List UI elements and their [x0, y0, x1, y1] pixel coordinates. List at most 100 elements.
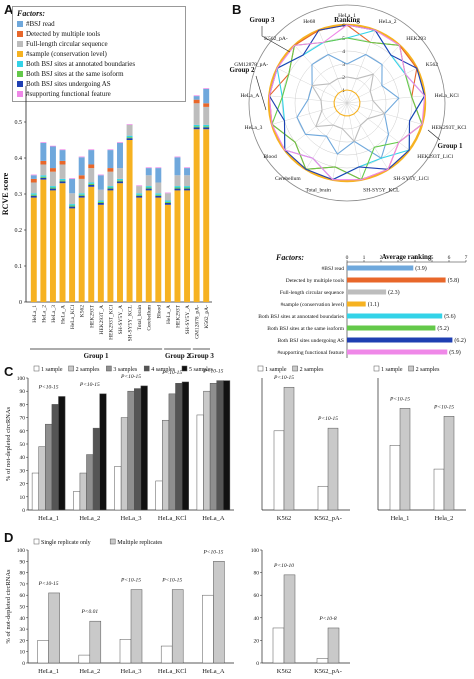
grouped-bar	[181, 381, 189, 511]
bar-segment	[78, 195, 85, 198]
factors-legend-a: Factors: #BSJ read Detected by multiple t…	[12, 6, 186, 102]
legend-c-right-label: 1 sample	[381, 367, 403, 373]
y-tick-label-grouped: 10	[20, 650, 26, 656]
bar-segment	[69, 205, 76, 207]
bar-segment	[97, 175, 104, 190]
bar-segment	[78, 175, 85, 179]
y-tick-label-a: 0.5	[15, 120, 23, 126]
bar-segment	[49, 188, 56, 191]
bar-segment	[164, 204, 171, 302]
bar-segment	[145, 167, 152, 169]
radar-series	[268, 24, 426, 181]
y-tick-label-grouped: 30	[20, 468, 26, 474]
grouped-bar	[45, 423, 53, 511]
bar-segment	[126, 138, 133, 140]
panel-b-letter: B	[232, 2, 242, 17]
x-tick-label-b: 2	[380, 255, 383, 261]
bar-segment	[88, 185, 95, 187]
legend-c-mid-label: 1 sample	[265, 367, 287, 373]
y-label-grouped: % of not-depleted circRNAs	[5, 569, 12, 644]
grouped-bar	[119, 639, 132, 664]
x-tick-label-a: HEK293T	[89, 304, 95, 328]
bar-segment	[193, 126, 200, 128]
legend-c-swatch	[106, 365, 112, 372]
factor-label: #sample (conservation level)	[26, 50, 107, 58]
x-tick-label-a: HEK293T_KCl	[108, 305, 114, 340]
grouped-bar	[31, 472, 39, 511]
bar-segment	[145, 187, 152, 189]
factor-swatch	[17, 71, 23, 77]
bar-segment	[136, 197, 143, 302]
grouped-bar	[327, 427, 339, 511]
bar-segment	[49, 168, 56, 172]
y-tick-label-grouped: 80	[254, 571, 260, 577]
panel-c-letter: C	[4, 364, 14, 379]
bar-segment	[184, 175, 191, 187]
bar-segment	[164, 193, 171, 201]
bar-segment	[145, 175, 152, 187]
p-value-label: P<10-15	[273, 375, 294, 381]
radar-group-bracket	[255, 75, 267, 111]
y-tick-label-grouped: 10	[20, 495, 26, 501]
bar-segment	[203, 103, 210, 107]
group-label-a: Group 1	[84, 352, 109, 360]
bar-segment	[30, 195, 37, 198]
grouped-bar	[196, 414, 204, 511]
grouped-bar	[213, 561, 225, 664]
radar-group-bracket	[427, 129, 441, 141]
bar-segment	[78, 194, 85, 196]
y-tick-label-a: 0.2	[15, 228, 23, 234]
x-tick-label-grouped: HeLa_KCl	[158, 668, 187, 675]
bar-segment	[174, 186, 181, 188]
radar-title: Ranking	[334, 16, 360, 24]
grouped-bar	[58, 396, 66, 511]
bar-segment	[145, 190, 152, 302]
factor-swatch	[17, 91, 23, 97]
factor-swatch	[17, 61, 23, 67]
radar-series	[268, 24, 426, 181]
x-tick-label-grouped: Hela_2	[435, 515, 454, 522]
grouped-bar	[114, 466, 122, 511]
bar-segment	[78, 197, 85, 302]
bar-segment	[126, 135, 133, 138]
grouped-bar	[327, 627, 340, 664]
bar-segment	[30, 174, 37, 176]
p-value-label: P<10-15	[38, 581, 59, 587]
bar-segment	[155, 194, 162, 196]
p-value-label: P<10-10	[273, 563, 294, 569]
x-tick-label-grouped: HeLa_1	[38, 668, 59, 675]
y-tick-label-grouped: 90	[20, 559, 26, 565]
y-tick-label-grouped: 20	[20, 482, 26, 488]
bar-segment	[164, 203, 171, 205]
p-value-label: P<0.01	[80, 609, 98, 615]
bar-segment	[59, 164, 66, 179]
bar-segment	[107, 190, 114, 302]
factors-title: Factors:	[17, 9, 45, 18]
bar-segment	[203, 129, 210, 302]
radar-axis-label: HeLa_3	[245, 125, 263, 131]
bar-segment	[97, 200, 104, 202]
bar-segment	[117, 142, 123, 169]
bar-segment	[164, 200, 171, 202]
avg-rank-category: #supporting functional feature	[277, 349, 344, 356]
bar-segment	[203, 124, 210, 127]
bar-segment	[126, 124, 133, 125]
factor-label: Full-length circular sequence	[26, 40, 108, 48]
bar-segment	[78, 156, 85, 158]
bar-segment	[126, 137, 133, 139]
bar-segment	[107, 150, 114, 169]
bar-segment	[193, 99, 200, 104]
factor-item: #supporting functional feature	[17, 89, 181, 99]
grouped-bar	[433, 468, 445, 511]
p-value-label: P<10-15	[202, 549, 223, 555]
bar-segment	[30, 193, 37, 195]
radar-group-label: Group 2	[230, 66, 255, 74]
factor-label: Both BSJ sites undergoing AS	[26, 80, 111, 88]
avg-rank-category: Both BSJ sites at annotated boundaries	[258, 314, 344, 320]
p-value-label: P<10-15	[202, 369, 223, 375]
x-tick-label-grouped: HeLa_2	[79, 668, 100, 675]
legend-c-label: 1 sample	[41, 367, 63, 373]
bar-segment	[174, 188, 181, 191]
p-value-label: P<10-15	[161, 578, 182, 584]
bar-segment	[184, 168, 191, 176]
